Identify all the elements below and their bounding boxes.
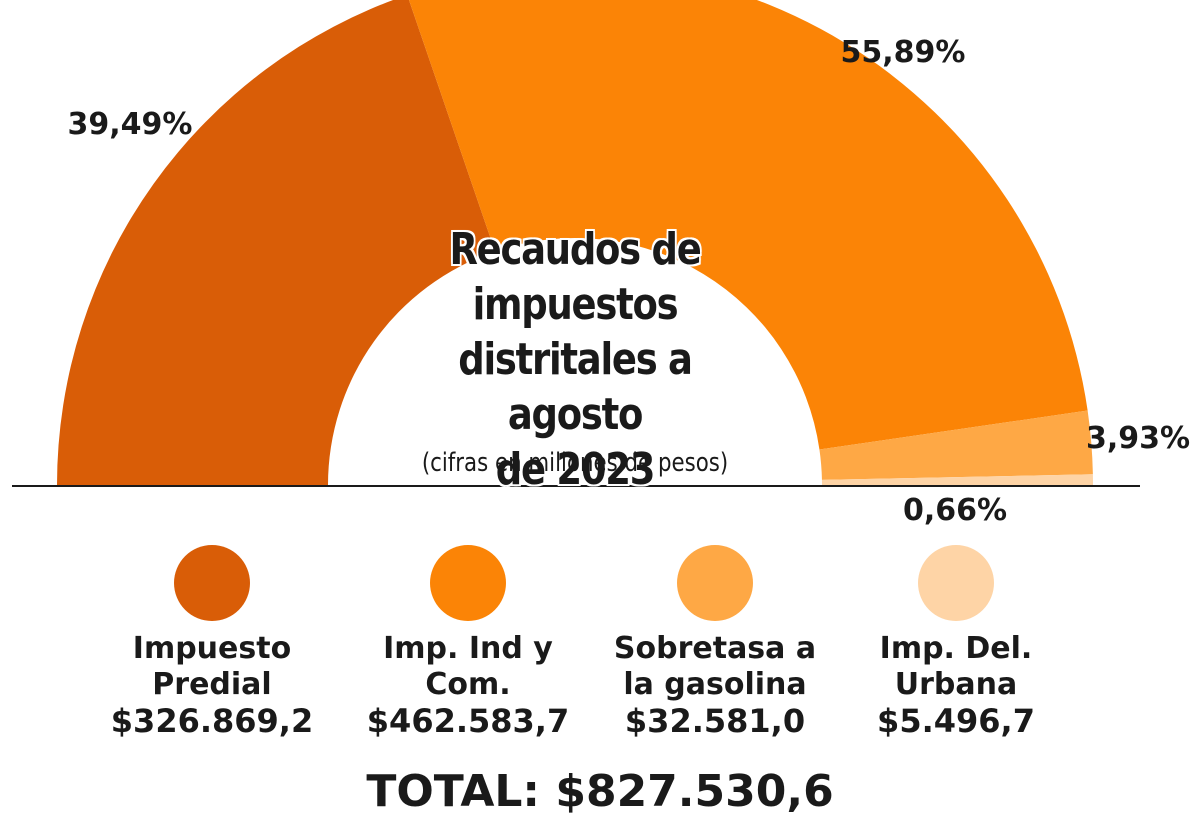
total-label: TOTAL: $827.530,6: [366, 766, 834, 817]
legend-item-imp-del-urbana: Imp. Del. Urbana $5.496,7: [826, 545, 1086, 739]
slice-sobretasa-a-la-gasolina: [819, 410, 1093, 480]
legend-value-sobretasa-gasolina: $32.581,0: [624, 702, 806, 740]
legend-swatch-imp-del-urbana: [918, 545, 994, 621]
legend-item-imp-ind-com: Imp. Ind y Com. $462.583,7: [338, 545, 598, 739]
donut-chart: 39,49% 55,89% 3,93% 0,66%: [12, 0, 1190, 528]
chart-title: Recaudos de impuestos distritales a agos…: [360, 222, 790, 497]
legend-name-imp-ind-com: Imp. Ind y Com.: [383, 631, 553, 702]
percent-label-2: 55,89%: [841, 35, 966, 70]
legend-name-sobretasa-gasolina: Sobretasa a la gasolina: [613, 631, 817, 702]
slice-impuesto-predial: [57, 0, 496, 485]
legend-swatch-sobretasa-gasolina: [677, 545, 753, 621]
title-line-4: de 2023: [495, 444, 656, 495]
legend-swatch-imp-ind-com: [430, 545, 506, 621]
title-line-3: distritales a agosto: [458, 334, 693, 440]
slice-imp-ind-y-com: [408, 0, 1088, 450]
percent-label-3: 3,93%: [1086, 421, 1190, 456]
legend-item-impuesto-predial: Impuesto Predial $326.869,2: [82, 545, 342, 739]
legend-swatch-impuesto-predial: [174, 545, 250, 621]
legend-name-imp-del-urbana: Imp. Del. Urbana: [879, 631, 1033, 702]
legend-name-impuesto-predial: Impuesto Predial: [132, 631, 292, 702]
percent-label-1: 39,49%: [68, 107, 193, 142]
title-line-1: Recaudos de: [449, 224, 701, 275]
chart-subtitle: (cifras en millones de pesos): [421, 448, 729, 478]
slice-imp-del-urbana: [821, 474, 1093, 485]
legend-value-imp-ind-com: $462.583,7: [366, 702, 570, 740]
legend-value-impuesto-predial: $326.869,2: [110, 702, 314, 740]
legend-value-imp-del-urbana: $5.496,7: [877, 702, 1035, 740]
legend: Impuesto Predial $326.869,2 Imp. Ind y C…: [0, 545, 1200, 745]
legend-item-sobretasa-gasolina: Sobretasa a la gasolina $32.581,0: [585, 545, 845, 739]
percent-label-4: 0,66%: [903, 493, 1007, 528]
title-line-2: impuestos: [472, 279, 679, 330]
